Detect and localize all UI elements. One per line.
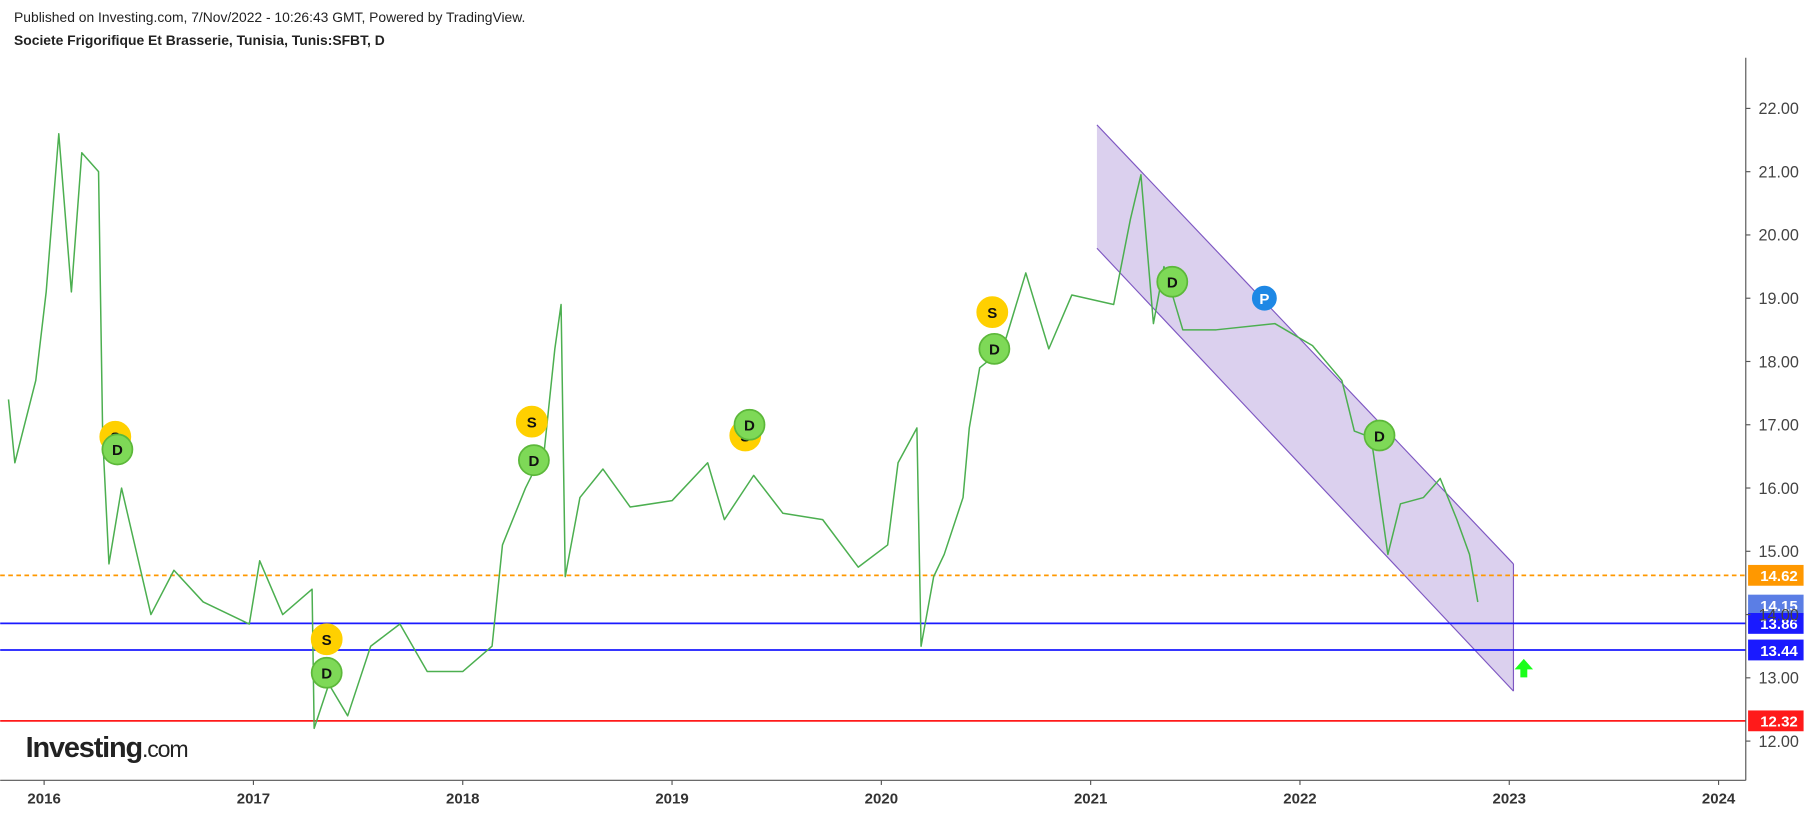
up-arrow	[1514, 658, 1534, 678]
x-tick-label: 2023	[1493, 790, 1526, 807]
logo-suffix: .com	[142, 736, 187, 762]
event-marker	[978, 332, 1011, 365]
y-tick-label: 16.00	[1758, 480, 1798, 498]
event-marker-label: S	[527, 414, 537, 431]
y-tick-label: 15.00	[1758, 543, 1798, 561]
x-tick-label: 2018	[446, 790, 479, 807]
price-level-box	[1748, 639, 1804, 661]
event-marker	[1363, 419, 1396, 452]
x-tick-label: 2017	[237, 790, 270, 807]
logo-brand: Investing	[26, 732, 142, 764]
event-marker-label: S	[987, 305, 997, 322]
price-level-box	[1748, 564, 1804, 586]
y-tick-label: 20.00	[1758, 227, 1798, 245]
x-tick-label: 2021	[1074, 790, 1107, 807]
price-level-label: 14.15	[1760, 598, 1798, 615]
price-level-label: 13.44	[1760, 643, 1798, 660]
y-tick-label: 19.00	[1758, 290, 1798, 308]
y-tick-label: 14.00	[1758, 606, 1798, 624]
x-tick-label: 2016	[27, 790, 60, 807]
event-marker-label: D	[321, 666, 332, 683]
y-tick-label: 17.00	[1758, 417, 1798, 435]
event-marker-label: S	[322, 632, 332, 649]
event-marker	[101, 433, 134, 466]
event-marker	[518, 444, 550, 477]
x-tick-label: 2022	[1283, 790, 1316, 807]
channel-lower	[1096, 247, 1514, 692]
x-tick-label: 2020	[865, 790, 898, 807]
event-marker-label: D	[112, 442, 123, 459]
x-tick-label: 2024	[1702, 790, 1736, 807]
event-marker	[515, 405, 548, 438]
event-marker	[733, 408, 766, 441]
y-tick-label: 13.00	[1758, 670, 1798, 688]
event-marker	[1251, 285, 1277, 311]
y-tick-label: 21.00	[1758, 163, 1798, 181]
event-marker-label: D	[1167, 275, 1178, 292]
event-marker-label: P	[1259, 291, 1269, 308]
price-level-label: 13.86	[1760, 616, 1798, 633]
y-tick-label: 22.00	[1758, 100, 1798, 118]
event-marker-label: D	[989, 342, 1000, 359]
y-tick-label: 18.00	[1758, 353, 1798, 371]
event-marker-label: D	[528, 453, 539, 470]
price-level-box	[1748, 594, 1804, 616]
event-marker	[310, 656, 343, 689]
published-note: Published on Investing.com, 7/Nov/2022 -…	[14, 9, 525, 25]
price-level-label: 14.62	[1760, 568, 1798, 585]
event-marker-label: D	[1374, 428, 1385, 445]
channel-upper	[1096, 124, 1514, 565]
price-level-box	[1748, 613, 1804, 634]
event-marker-label: D	[744, 418, 755, 435]
y-tick-label: 12.00	[1758, 733, 1798, 751]
instrument-title: Societe Frigorifique Et Brasserie, Tunis…	[14, 32, 385, 48]
channel-fill	[1096, 124, 1514, 692]
price-level-box	[1748, 710, 1804, 732]
event-marker	[310, 623, 343, 656]
logo: Investing.com	[26, 732, 188, 764]
x-tick-label: 2019	[655, 790, 688, 807]
price-level-label: 12.32	[1760, 714, 1798, 731]
price-line	[7, 133, 1479, 730]
event-marker	[976, 296, 1009, 329]
event-marker	[1156, 265, 1189, 298]
